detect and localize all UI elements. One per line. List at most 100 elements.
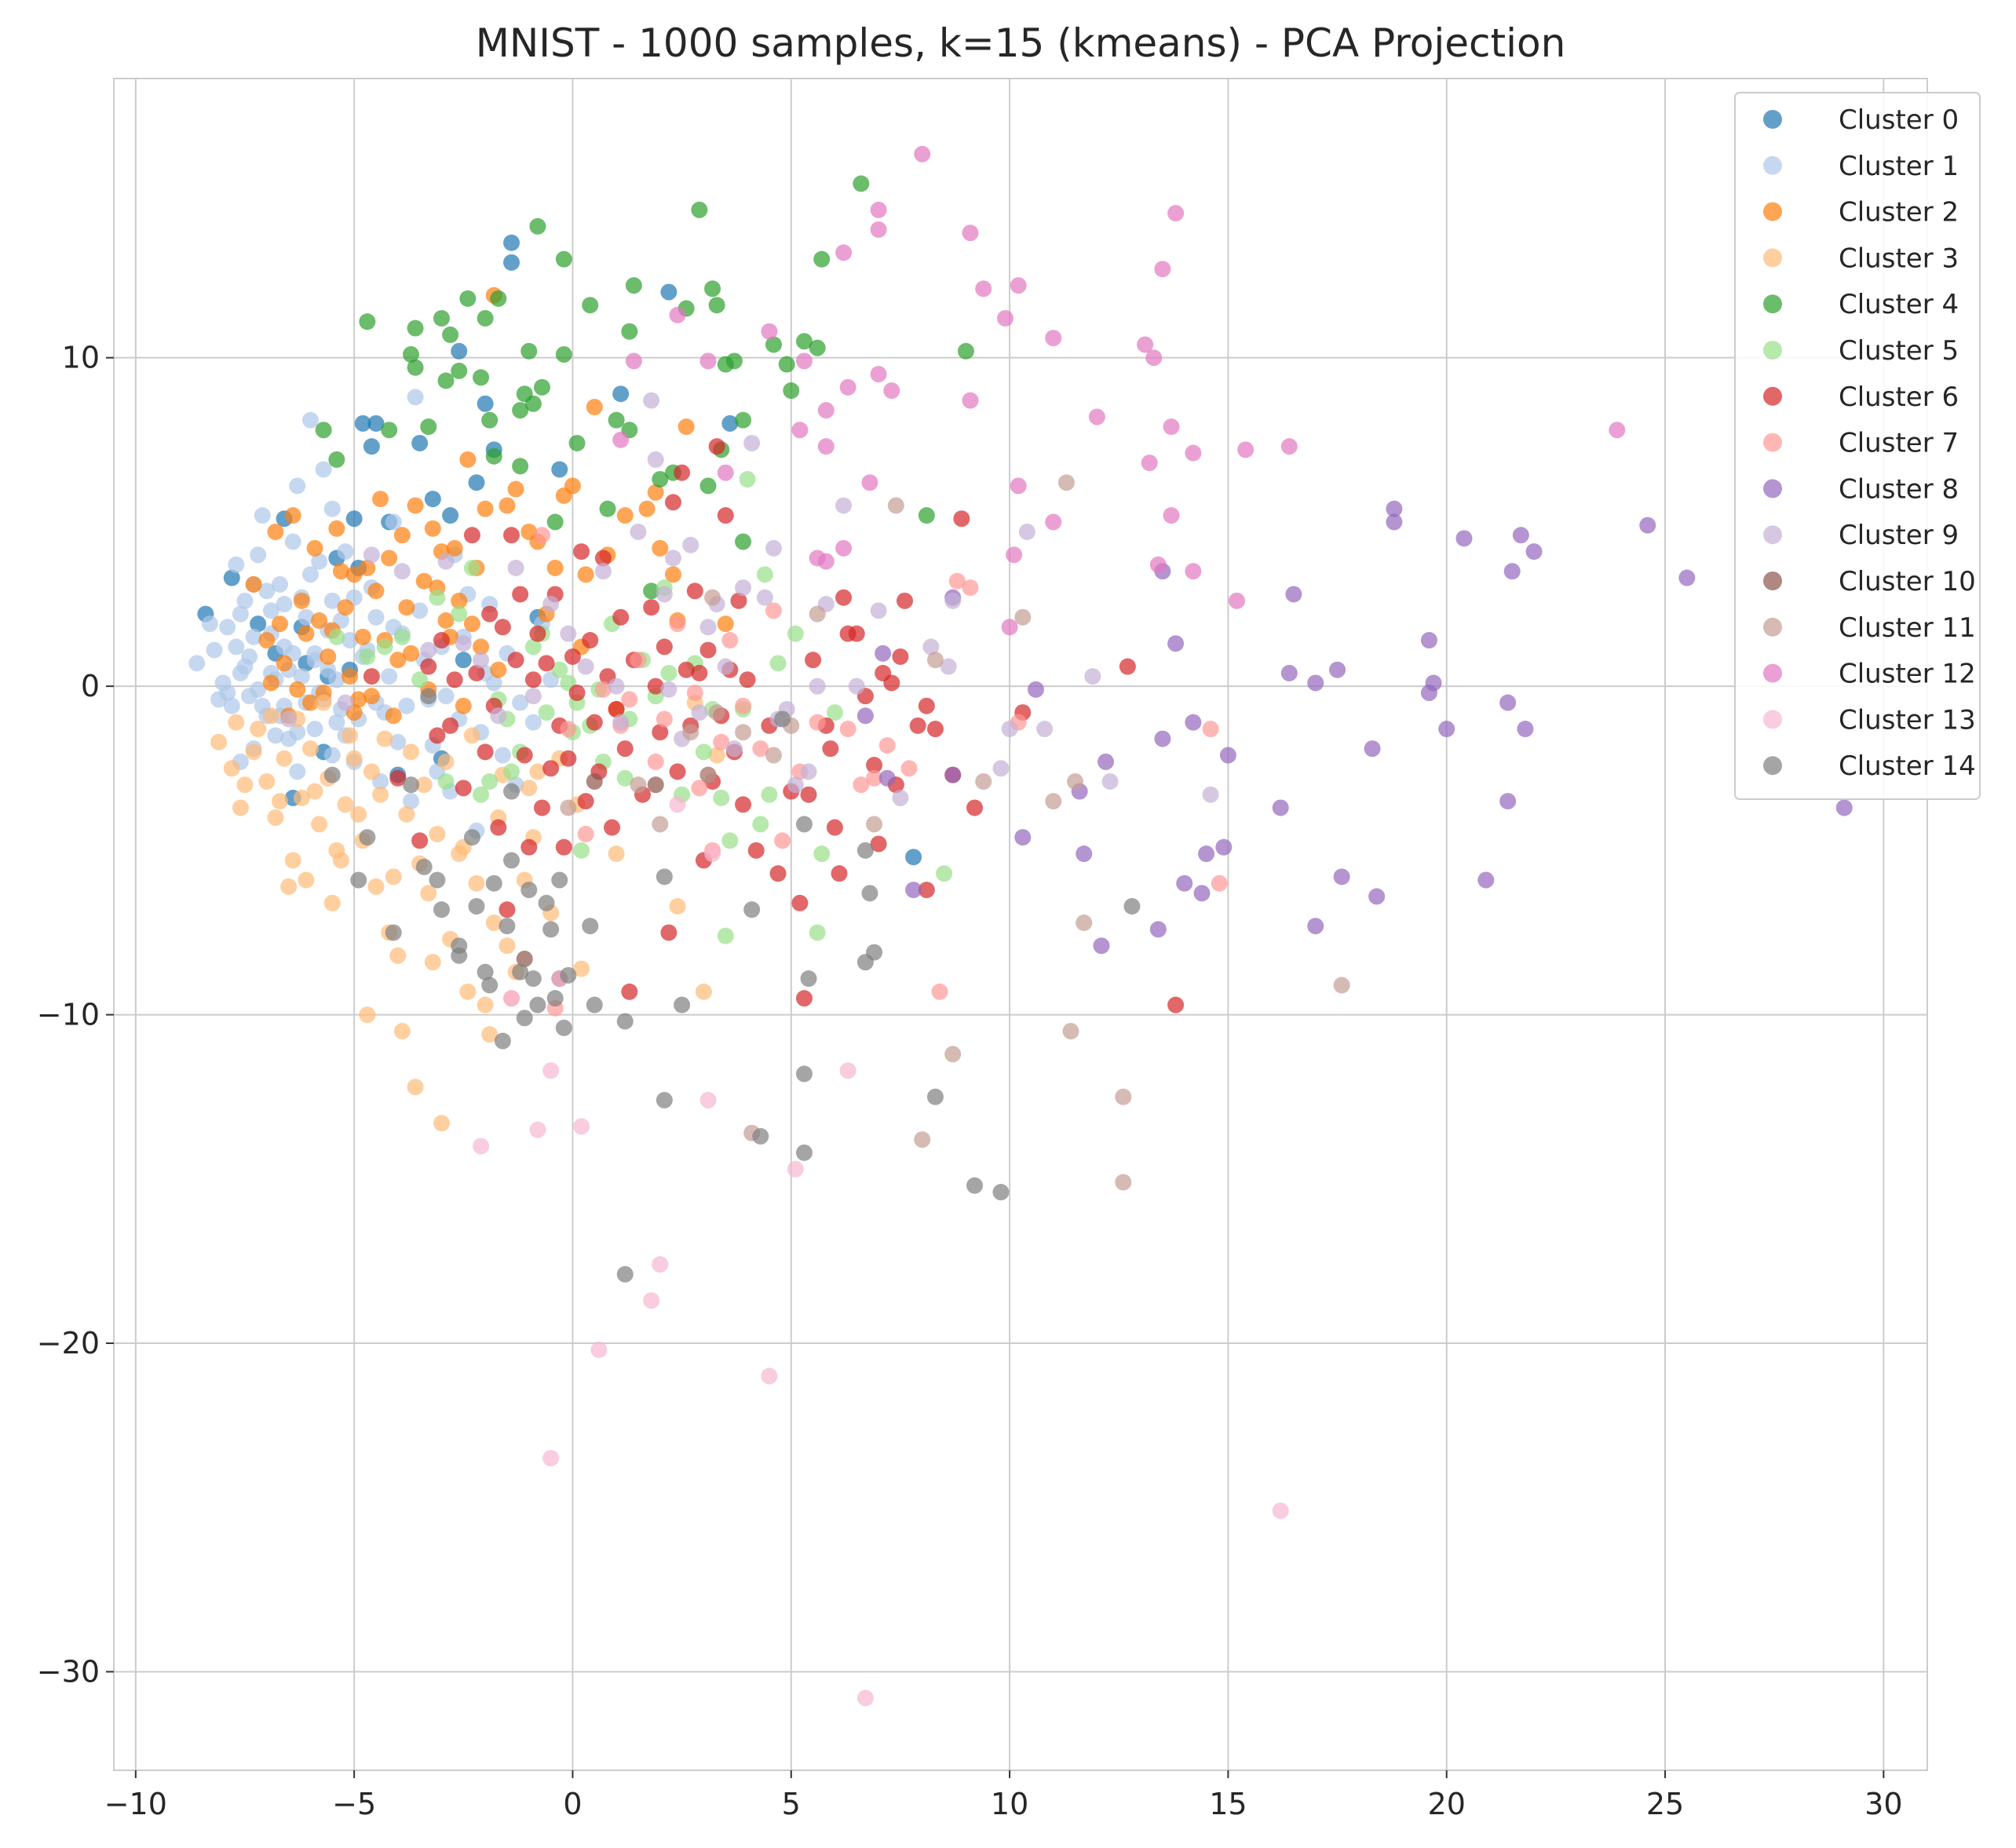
data-point (533, 378, 550, 396)
data-point (258, 632, 276, 649)
data-point (717, 927, 734, 944)
data-point (1202, 786, 1219, 803)
data-point (926, 652, 944, 669)
data-point (809, 605, 826, 623)
data-point (1010, 277, 1027, 294)
data-point (1176, 875, 1193, 892)
data-point (856, 842, 874, 859)
data-point (1001, 721, 1018, 738)
data-point (206, 641, 223, 659)
data-point (791, 894, 809, 911)
data-point (407, 389, 424, 406)
data-point (481, 411, 499, 429)
data-point (853, 175, 870, 192)
data-point (503, 990, 520, 1007)
x-tick-label: 20 (1428, 1787, 1466, 1821)
data-point (258, 583, 276, 600)
data-point (267, 523, 284, 540)
data-point (258, 772, 276, 790)
data-point (389, 769, 407, 787)
data-point (1027, 681, 1044, 698)
data-point (691, 201, 708, 218)
data-point (1076, 845, 1093, 863)
legend-label: Cluster 11 (1839, 612, 1976, 644)
data-point (695, 983, 712, 1000)
data-point (560, 721, 577, 738)
data-point (564, 648, 581, 665)
data-point (643, 599, 660, 616)
data-point (1193, 885, 1211, 902)
data-point (625, 277, 642, 294)
data-point (437, 772, 455, 790)
data-point (403, 743, 420, 761)
data-point (359, 648, 376, 665)
data-point (735, 579, 752, 597)
data-point (437, 612, 455, 629)
data-point (853, 776, 870, 794)
data-point (250, 721, 267, 738)
data-point (389, 947, 407, 964)
legend-label: Cluster 14 (1839, 751, 1976, 782)
data-point (1045, 513, 1062, 531)
data-point (485, 875, 502, 892)
data-point (398, 599, 415, 616)
data-point (957, 342, 974, 360)
data-point (442, 507, 459, 524)
data-point (236, 658, 254, 675)
data-point (228, 638, 245, 656)
data-point (350, 691, 367, 708)
data-point (699, 1091, 717, 1108)
data-point (542, 1449, 560, 1466)
data-point (328, 451, 345, 468)
data-point (503, 527, 520, 544)
data-point (477, 309, 494, 327)
data-point (538, 894, 555, 911)
data-point (337, 694, 354, 711)
data-point (686, 684, 703, 701)
data-point (660, 283, 677, 301)
data-point (652, 1256, 669, 1273)
data-point (708, 704, 725, 721)
data-point (725, 740, 743, 758)
data-point (363, 438, 380, 455)
data-point (735, 724, 752, 741)
data-point (451, 605, 468, 623)
data-point (306, 721, 323, 738)
data-point (354, 415, 371, 432)
data-point (301, 411, 319, 429)
data-point (866, 816, 883, 833)
data-point (223, 697, 240, 714)
series-13 (473, 796, 1289, 1707)
data-point (866, 757, 883, 774)
data-point (306, 652, 323, 669)
data-point (451, 342, 468, 360)
data-point (817, 438, 835, 455)
data-point (1455, 530, 1473, 547)
legend-label: Cluster 9 (1839, 520, 1959, 551)
data-point (630, 776, 647, 794)
data-point (704, 845, 721, 863)
data-point (594, 550, 612, 567)
data-point (538, 704, 555, 721)
data-point (437, 553, 455, 570)
data-point (805, 652, 822, 669)
data-point (529, 996, 546, 1013)
data-point (520, 780, 538, 797)
data-point (424, 954, 441, 971)
data-point (1006, 546, 1023, 564)
data-point (1425, 674, 1442, 692)
data-point (499, 901, 516, 919)
y-tick-label: −30 (37, 1654, 100, 1689)
data-point (870, 366, 887, 383)
data-point (962, 579, 979, 597)
data-point (403, 645, 420, 662)
data-point (590, 1341, 608, 1358)
data-point (477, 996, 494, 1013)
data-point (524, 688, 542, 705)
data-point (228, 714, 245, 731)
data-point (529, 217, 546, 235)
data-point (630, 523, 647, 540)
data-point (524, 714, 542, 731)
data-point (577, 793, 594, 810)
